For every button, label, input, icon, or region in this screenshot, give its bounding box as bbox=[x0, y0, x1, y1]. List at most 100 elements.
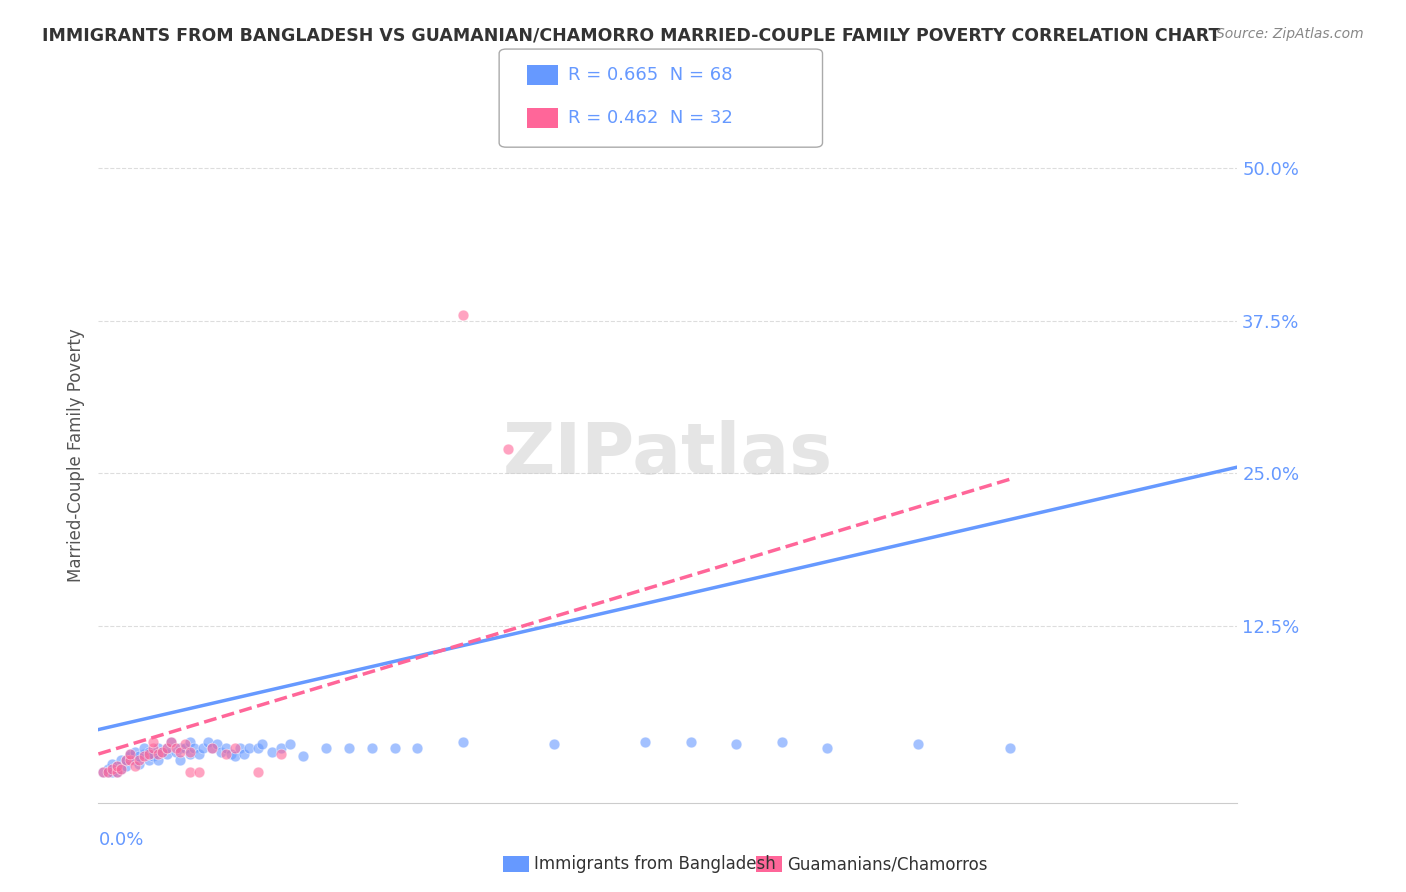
Point bbox=[120, 747, 142, 761]
Point bbox=[105, 765, 128, 780]
Point bbox=[160, 735, 183, 749]
Point bbox=[138, 747, 160, 761]
Point bbox=[146, 753, 169, 767]
Point bbox=[120, 747, 142, 761]
Point bbox=[110, 762, 132, 776]
Point bbox=[91, 765, 114, 780]
Point bbox=[770, 735, 793, 749]
Point bbox=[150, 745, 173, 759]
Point bbox=[105, 765, 128, 780]
Point bbox=[169, 740, 191, 755]
Point bbox=[142, 747, 165, 761]
Point bbox=[124, 753, 146, 767]
Point bbox=[679, 735, 702, 749]
Point bbox=[114, 759, 136, 773]
Point bbox=[228, 740, 250, 755]
Point bbox=[160, 735, 183, 749]
Point bbox=[132, 740, 155, 755]
Point bbox=[156, 740, 179, 755]
Point bbox=[101, 756, 124, 771]
Point bbox=[132, 747, 155, 761]
Point bbox=[907, 737, 929, 751]
Point bbox=[156, 747, 179, 761]
Point bbox=[120, 749, 142, 764]
Point bbox=[156, 740, 179, 755]
Point bbox=[179, 745, 201, 759]
Point bbox=[96, 765, 118, 780]
Point bbox=[110, 762, 132, 776]
Point bbox=[278, 737, 301, 751]
Point bbox=[252, 737, 274, 751]
Point bbox=[224, 740, 246, 755]
Point bbox=[146, 747, 169, 761]
Point bbox=[219, 747, 242, 761]
Point bbox=[128, 756, 150, 771]
Point bbox=[120, 753, 142, 767]
Point bbox=[114, 753, 136, 767]
Point bbox=[215, 747, 238, 761]
Point bbox=[187, 765, 209, 780]
Point bbox=[165, 740, 187, 755]
Point bbox=[128, 749, 150, 764]
Point bbox=[114, 753, 136, 767]
Point bbox=[142, 749, 165, 764]
Point bbox=[233, 747, 256, 761]
Point bbox=[128, 753, 150, 767]
Point bbox=[406, 740, 429, 755]
Point bbox=[634, 735, 657, 749]
Point bbox=[187, 747, 209, 761]
Point bbox=[124, 745, 146, 759]
Point bbox=[105, 759, 128, 773]
Point bbox=[101, 762, 124, 776]
Point bbox=[124, 759, 146, 773]
Point bbox=[201, 740, 224, 755]
Point bbox=[315, 740, 337, 755]
Point bbox=[193, 740, 215, 755]
Point bbox=[96, 765, 118, 780]
Point bbox=[292, 749, 315, 764]
Point bbox=[179, 747, 201, 761]
Text: 0.0%: 0.0% bbox=[98, 830, 143, 848]
Text: Immigrants from Bangladesh: Immigrants from Bangladesh bbox=[534, 855, 776, 873]
Point bbox=[998, 740, 1021, 755]
Text: ZIPatlas: ZIPatlas bbox=[503, 420, 832, 490]
Text: Guamanians/Chamorros: Guamanians/Chamorros bbox=[787, 855, 988, 873]
Point bbox=[174, 737, 197, 751]
Text: R = 0.462  N = 32: R = 0.462 N = 32 bbox=[568, 109, 733, 127]
Point bbox=[96, 762, 118, 776]
Point bbox=[725, 737, 748, 751]
Point bbox=[270, 740, 292, 755]
Point bbox=[138, 745, 160, 759]
Point bbox=[179, 765, 201, 780]
Point bbox=[451, 735, 474, 749]
Point bbox=[815, 740, 838, 755]
Text: Source: ZipAtlas.com: Source: ZipAtlas.com bbox=[1216, 27, 1364, 41]
Point bbox=[91, 765, 114, 780]
Point bbox=[209, 745, 232, 759]
Point bbox=[270, 747, 292, 761]
Point bbox=[246, 765, 269, 780]
Point bbox=[142, 735, 165, 749]
Y-axis label: Married-Couple Family Poverty: Married-Couple Family Poverty bbox=[66, 328, 84, 582]
Point bbox=[110, 753, 132, 767]
Point bbox=[146, 740, 169, 755]
Point bbox=[150, 745, 173, 759]
Point bbox=[246, 740, 269, 755]
Point bbox=[224, 749, 246, 764]
Point bbox=[142, 740, 165, 755]
Point bbox=[238, 740, 260, 755]
Point bbox=[138, 753, 160, 767]
Point bbox=[105, 759, 128, 773]
Point bbox=[197, 735, 219, 749]
Point bbox=[101, 765, 124, 780]
Point bbox=[451, 308, 474, 322]
Point bbox=[132, 749, 155, 764]
Point bbox=[169, 745, 191, 759]
Point bbox=[174, 740, 197, 755]
Point bbox=[169, 753, 191, 767]
Point bbox=[337, 740, 360, 755]
Point bbox=[215, 740, 238, 755]
Point bbox=[260, 745, 283, 759]
Point bbox=[183, 740, 205, 755]
Point bbox=[201, 740, 224, 755]
